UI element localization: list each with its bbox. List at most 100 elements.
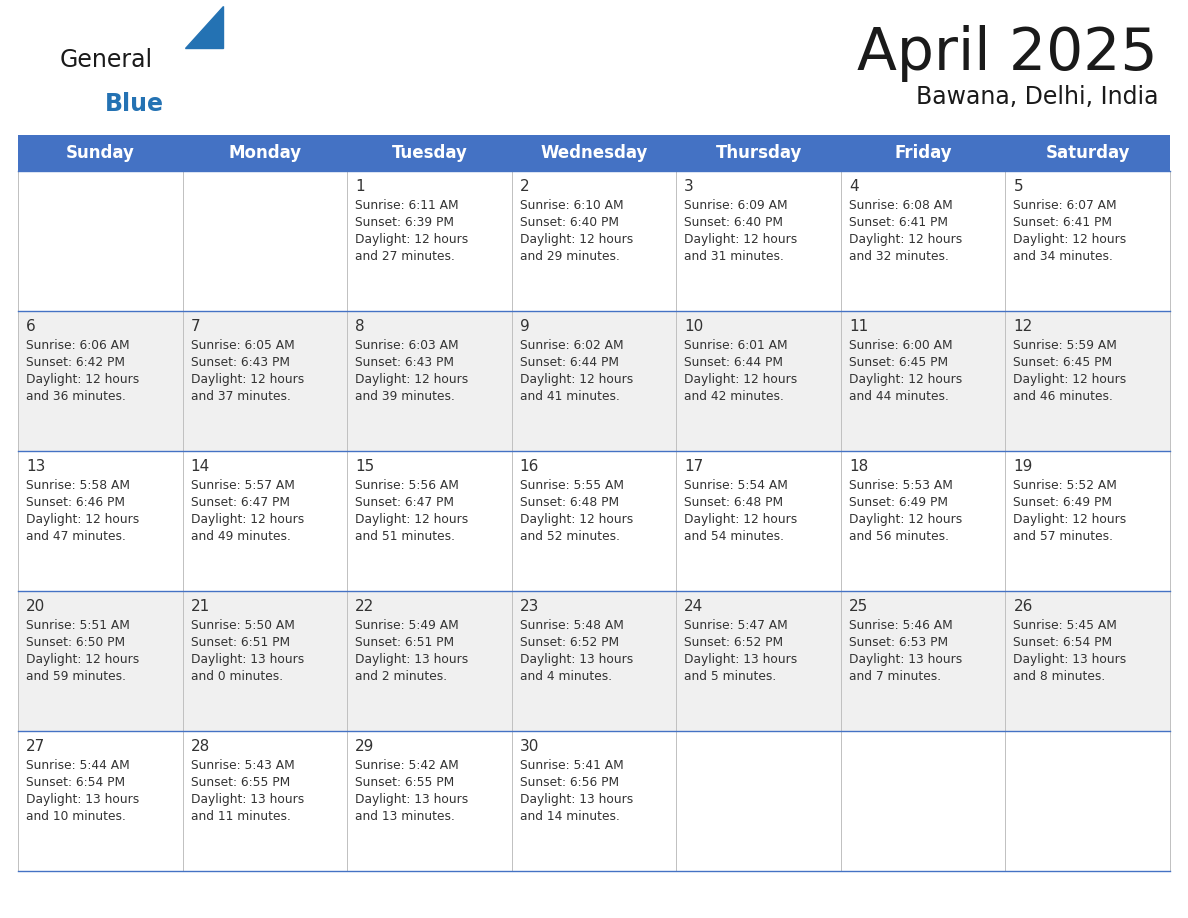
Text: 20: 20: [26, 599, 45, 614]
Text: Sunrise: 5:56 AM: Sunrise: 5:56 AM: [355, 479, 459, 492]
Text: Sunset: 6:44 PM: Sunset: 6:44 PM: [519, 356, 619, 369]
Text: 9: 9: [519, 319, 530, 334]
Text: Sunset: 6:48 PM: Sunset: 6:48 PM: [684, 496, 783, 509]
Text: Daylight: 13 hours: Daylight: 13 hours: [190, 793, 304, 806]
Text: and 14 minutes.: and 14 minutes.: [519, 810, 620, 823]
Text: Daylight: 12 hours: Daylight: 12 hours: [519, 513, 633, 526]
Text: and 59 minutes.: and 59 minutes.: [26, 670, 126, 683]
Text: Sunset: 6:56 PM: Sunset: 6:56 PM: [519, 776, 619, 789]
Text: 3: 3: [684, 179, 694, 194]
Text: and 31 minutes.: and 31 minutes.: [684, 250, 784, 263]
Text: and 57 minutes.: and 57 minutes.: [1013, 530, 1113, 543]
Text: Sunset: 6:51 PM: Sunset: 6:51 PM: [355, 636, 454, 649]
Text: Bawana, Delhi, India: Bawana, Delhi, India: [916, 85, 1158, 109]
Bar: [18, 135, 1170, 171]
Text: Sunset: 6:47 PM: Sunset: 6:47 PM: [190, 496, 290, 509]
Text: and 11 minutes.: and 11 minutes.: [190, 810, 290, 823]
Text: and 13 minutes.: and 13 minutes.: [355, 810, 455, 823]
Text: Sunrise: 6:11 AM: Sunrise: 6:11 AM: [355, 199, 459, 212]
Text: Sunrise: 5:58 AM: Sunrise: 5:58 AM: [26, 479, 129, 492]
Text: 28: 28: [190, 739, 210, 754]
Text: Daylight: 12 hours: Daylight: 12 hours: [190, 373, 304, 386]
Text: Sunrise: 5:49 AM: Sunrise: 5:49 AM: [355, 619, 459, 632]
Text: Sunset: 6:48 PM: Sunset: 6:48 PM: [519, 496, 619, 509]
Text: Sunset: 6:45 PM: Sunset: 6:45 PM: [1013, 356, 1112, 369]
Text: 7: 7: [190, 319, 201, 334]
Text: Sunrise: 5:51 AM: Sunrise: 5:51 AM: [26, 619, 129, 632]
Text: 29: 29: [355, 739, 374, 754]
Text: Sunset: 6:46 PM: Sunset: 6:46 PM: [26, 496, 125, 509]
Text: 24: 24: [684, 599, 703, 614]
Text: April 2025: April 2025: [858, 25, 1158, 82]
Text: Sunrise: 5:45 AM: Sunrise: 5:45 AM: [1013, 619, 1117, 632]
Text: Sunrise: 6:10 AM: Sunrise: 6:10 AM: [519, 199, 624, 212]
Text: Daylight: 12 hours: Daylight: 12 hours: [190, 513, 304, 526]
Text: and 0 minutes.: and 0 minutes.: [190, 670, 283, 683]
Text: 11: 11: [849, 319, 868, 334]
Text: General: General: [61, 48, 153, 72]
Text: Friday: Friday: [895, 144, 952, 162]
Text: Daylight: 13 hours: Daylight: 13 hours: [684, 653, 797, 666]
Text: 17: 17: [684, 459, 703, 474]
Text: and 2 minutes.: and 2 minutes.: [355, 670, 447, 683]
Text: Daylight: 12 hours: Daylight: 12 hours: [1013, 513, 1126, 526]
Text: Sunset: 6:52 PM: Sunset: 6:52 PM: [684, 636, 783, 649]
Text: Daylight: 12 hours: Daylight: 12 hours: [1013, 233, 1126, 246]
Text: Sunrise: 5:59 AM: Sunrise: 5:59 AM: [1013, 339, 1117, 352]
Text: 8: 8: [355, 319, 365, 334]
Text: Sunrise: 5:50 AM: Sunrise: 5:50 AM: [190, 619, 295, 632]
Text: and 5 minutes.: and 5 minutes.: [684, 670, 777, 683]
Text: 4: 4: [849, 179, 859, 194]
Text: Sunset: 6:52 PM: Sunset: 6:52 PM: [519, 636, 619, 649]
Text: Sunset: 6:40 PM: Sunset: 6:40 PM: [519, 216, 619, 229]
Text: and 27 minutes.: and 27 minutes.: [355, 250, 455, 263]
Text: Sunset: 6:43 PM: Sunset: 6:43 PM: [355, 356, 454, 369]
Text: Sunset: 6:51 PM: Sunset: 6:51 PM: [190, 636, 290, 649]
Text: Sunrise: 6:05 AM: Sunrise: 6:05 AM: [190, 339, 295, 352]
Text: and 54 minutes.: and 54 minutes.: [684, 530, 784, 543]
Text: Daylight: 13 hours: Daylight: 13 hours: [355, 653, 468, 666]
Text: Daylight: 13 hours: Daylight: 13 hours: [355, 793, 468, 806]
Text: Sunrise: 5:55 AM: Sunrise: 5:55 AM: [519, 479, 624, 492]
Bar: [18, 451, 1170, 591]
Text: Sunset: 6:54 PM: Sunset: 6:54 PM: [1013, 636, 1112, 649]
Text: Daylight: 12 hours: Daylight: 12 hours: [26, 513, 139, 526]
Text: 1: 1: [355, 179, 365, 194]
Text: Daylight: 12 hours: Daylight: 12 hours: [684, 513, 797, 526]
Text: 5: 5: [1013, 179, 1023, 194]
Text: Sunset: 6:39 PM: Sunset: 6:39 PM: [355, 216, 454, 229]
Text: Daylight: 12 hours: Daylight: 12 hours: [849, 233, 962, 246]
Text: Sunrise: 6:06 AM: Sunrise: 6:06 AM: [26, 339, 129, 352]
Text: Sunrise: 6:08 AM: Sunrise: 6:08 AM: [849, 199, 953, 212]
Text: 23: 23: [519, 599, 539, 614]
Text: Sunset: 6:41 PM: Sunset: 6:41 PM: [1013, 216, 1112, 229]
Text: Sunset: 6:44 PM: Sunset: 6:44 PM: [684, 356, 783, 369]
Text: 16: 16: [519, 459, 539, 474]
Text: Daylight: 13 hours: Daylight: 13 hours: [1013, 653, 1126, 666]
Text: and 51 minutes.: and 51 minutes.: [355, 530, 455, 543]
Text: 6: 6: [26, 319, 36, 334]
Text: Sunset: 6:49 PM: Sunset: 6:49 PM: [849, 496, 948, 509]
Text: Daylight: 12 hours: Daylight: 12 hours: [26, 653, 139, 666]
Text: and 46 minutes.: and 46 minutes.: [1013, 390, 1113, 403]
Text: and 8 minutes.: and 8 minutes.: [1013, 670, 1106, 683]
Text: 13: 13: [26, 459, 45, 474]
Text: Sunday: Sunday: [65, 144, 134, 162]
Text: Sunset: 6:55 PM: Sunset: 6:55 PM: [190, 776, 290, 789]
Text: 21: 21: [190, 599, 210, 614]
Text: Sunset: 6:50 PM: Sunset: 6:50 PM: [26, 636, 125, 649]
Text: 25: 25: [849, 599, 868, 614]
Text: Sunrise: 6:03 AM: Sunrise: 6:03 AM: [355, 339, 459, 352]
Text: Thursday: Thursday: [715, 144, 802, 162]
Text: Blue: Blue: [105, 92, 164, 116]
Text: Sunset: 6:42 PM: Sunset: 6:42 PM: [26, 356, 125, 369]
Text: and 52 minutes.: and 52 minutes.: [519, 530, 620, 543]
Text: Sunrise: 5:42 AM: Sunrise: 5:42 AM: [355, 759, 459, 772]
Text: and 42 minutes.: and 42 minutes.: [684, 390, 784, 403]
Text: Sunrise: 5:54 AM: Sunrise: 5:54 AM: [684, 479, 788, 492]
Text: 14: 14: [190, 459, 210, 474]
Text: 22: 22: [355, 599, 374, 614]
Text: Sunset: 6:43 PM: Sunset: 6:43 PM: [190, 356, 290, 369]
Text: Daylight: 12 hours: Daylight: 12 hours: [849, 373, 962, 386]
Bar: [18, 731, 1170, 871]
